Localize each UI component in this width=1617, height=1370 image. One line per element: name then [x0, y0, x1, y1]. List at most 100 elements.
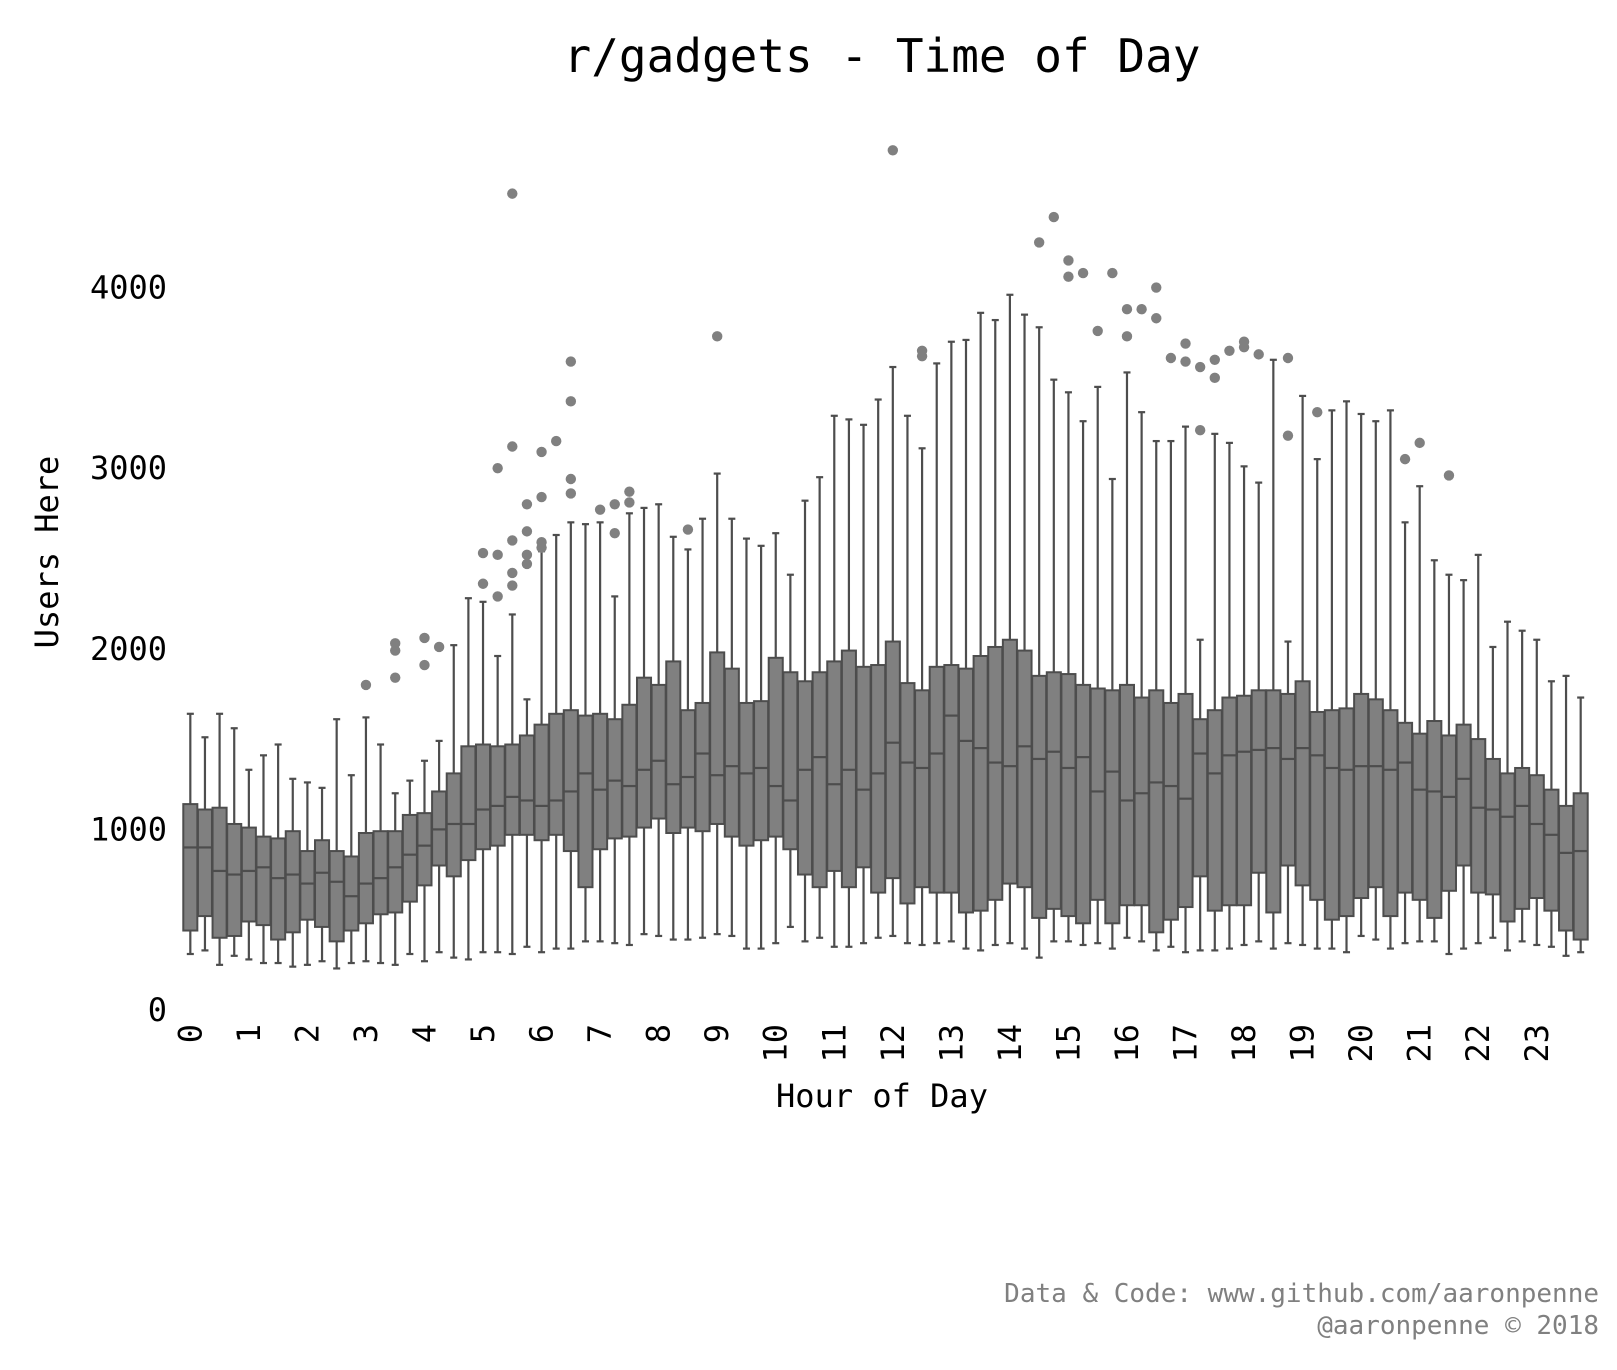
box-body: [489, 745, 506, 847]
box-body: [1309, 710, 1326, 901]
outlier-point: [1121, 331, 1133, 342]
outlier-point: [507, 441, 518, 452]
chart-title: r/gadgets - Time of Day: [564, 29, 1201, 83]
y-tick-label: 0: [148, 991, 167, 1029]
box-79: [1338, 400, 1355, 954]
box-56: [1001, 293, 1018, 945]
box-30: [621, 486, 638, 947]
box-73: [1250, 349, 1267, 943]
box-body: [314, 839, 331, 928]
box-72: [1236, 336, 1253, 947]
box-22: [504, 188, 521, 956]
x-tick-label: 9: [698, 1024, 736, 1043]
box-51: [928, 362, 945, 945]
box-11: [343, 774, 360, 965]
outlier-point: [433, 641, 445, 653]
box-95: [1572, 696, 1589, 954]
box-body: [650, 683, 667, 820]
box-body: [1367, 698, 1384, 889]
box-19: [460, 597, 477, 961]
box-70: [1206, 354, 1223, 952]
box-body: [401, 813, 418, 903]
box-body: [387, 830, 404, 914]
box-52: [943, 340, 960, 943]
box-body: [1118, 683, 1136, 907]
box-12: [357, 679, 374, 963]
box-77: [1309, 406, 1326, 950]
box-71: [1221, 345, 1238, 950]
y-tick-label: 3000: [90, 449, 167, 487]
box-body: [1353, 692, 1370, 900]
box-body: [1294, 680, 1311, 887]
box-66: [1148, 282, 1165, 952]
box-body: [1514, 766, 1531, 910]
outlier-point: [565, 396, 577, 407]
box-body: [284, 830, 301, 934]
box-body: [196, 808, 213, 918]
y-axis-label: Users Here: [28, 456, 66, 649]
box-body: [826, 660, 843, 872]
x-tick-label: 16: [1108, 1024, 1146, 1063]
box-68: [1177, 338, 1194, 954]
box-body: [1104, 689, 1121, 925]
box-body: [533, 723, 550, 842]
box-63: [1104, 267, 1121, 950]
box-39: [753, 544, 770, 950]
box-58: [1031, 237, 1048, 959]
x-tick-label: 2: [288, 1024, 326, 1043]
box-body: [1177, 692, 1194, 909]
outlier-point: [565, 488, 577, 499]
box-body: [665, 660, 682, 835]
outlier-point: [1238, 341, 1250, 353]
box-body: [592, 712, 609, 851]
box-57: [1016, 313, 1033, 950]
box-body: [504, 743, 521, 836]
x-tick-label: 17: [1167, 1024, 1205, 1063]
outlier-point: [1165, 352, 1177, 364]
box-body: [577, 714, 594, 889]
outlier-point: [507, 535, 518, 546]
outlier-point: [1194, 361, 1206, 373]
box-21: [489, 462, 506, 954]
box-83: [1397, 453, 1414, 945]
outlier-point: [1180, 356, 1191, 367]
box-91: [1514, 629, 1531, 943]
outlier-point: [390, 638, 401, 649]
box-body: [299, 850, 316, 921]
outlier-point: [477, 547, 489, 559]
box-body: [1206, 709, 1223, 912]
outlier-point: [419, 659, 430, 671]
box-9: [314, 786, 331, 963]
outlier-point: [916, 350, 928, 362]
box-body: [855, 665, 872, 869]
box-body: [226, 822, 243, 937]
outlier-point: [1151, 313, 1162, 324]
y-tick-label: 2000: [90, 630, 167, 668]
box-4: [240, 768, 257, 961]
box-body: [460, 745, 477, 862]
outlier-point: [565, 356, 577, 367]
box-80: [1353, 412, 1370, 938]
box-body: [943, 664, 960, 894]
box-body: [1323, 709, 1340, 921]
outlier-point: [1063, 255, 1074, 266]
outlier-point: [1209, 372, 1220, 384]
box-94: [1558, 674, 1575, 957]
box-body: [1411, 732, 1428, 901]
box-16: [416, 632, 433, 963]
outlier-point: [1312, 406, 1323, 418]
outlier-point: [492, 549, 503, 561]
box-body: [957, 667, 975, 914]
outlier-point: [1180, 338, 1191, 349]
outlier-point: [521, 549, 533, 561]
box-13: [372, 743, 389, 965]
outlier-point: [609, 527, 620, 539]
box-body: [1060, 673, 1077, 918]
outlier-point: [551, 435, 562, 447]
box-87: [1455, 579, 1472, 950]
box-60: [1060, 255, 1077, 943]
box-36: [709, 331, 726, 936]
box-body: [914, 689, 931, 889]
outlier-point: [360, 679, 372, 691]
box-body: [1016, 649, 1033, 889]
